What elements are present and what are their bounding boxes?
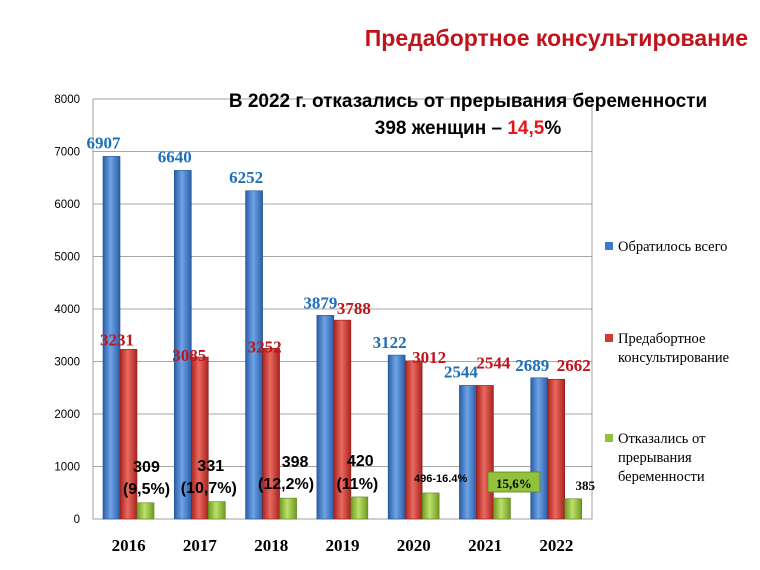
data-label-total-2017: 6640 [158, 147, 192, 166]
legend-label-refusals: беременности [618, 469, 705, 485]
y-tick-label: 6000 [54, 199, 80, 211]
data-label-refusals-2016: 309 [133, 459, 160, 476]
data-label-refusals-2018: 398 [282, 454, 309, 471]
x-tick-label: 2016 [112, 536, 146, 555]
data-label-refusals-2017-note: (10,7%) [181, 480, 237, 497]
subtitle-line-2-post: % [544, 118, 561, 139]
bar-total-2020 [387, 354, 406, 520]
y-tick-label: 4000 [54, 304, 80, 316]
y-tick-label: 8000 [54, 94, 80, 106]
data-label-total-2019: 3879 [303, 293, 337, 312]
x-tick-label: 2017 [183, 536, 218, 555]
bar-counseling-2021 [476, 385, 494, 520]
y-tick-label: 1000 [54, 462, 80, 474]
bar-refusals-2020 [421, 492, 440, 520]
bar-counseling-2017 [190, 356, 209, 520]
bar-refusals-2021 [493, 497, 511, 520]
data-label-counseling-2021: 2544 [476, 353, 511, 372]
bar-total-2017 [173, 170, 192, 520]
y-tick-label: 5000 [54, 252, 80, 264]
bar-refusals-2016 [136, 502, 155, 520]
x-tick-label: 2021 [468, 536, 502, 555]
y-tick-label: 3000 [54, 357, 80, 369]
bar-counseling-2016 [119, 349, 138, 520]
data-label-refusals-2016-note: (9,5%) [123, 481, 170, 498]
bar-refusals-2022 [564, 498, 583, 520]
legend-label-counseling: Предабортное [618, 331, 705, 347]
slide-title: Предабортное консультирование [365, 25, 748, 51]
data-label-counseling-2019: 3788 [337, 299, 371, 318]
bar-refusals-2018 [279, 497, 297, 520]
x-tick-label: 2019 [326, 536, 360, 555]
bar-counseling-2022 [547, 378, 566, 520]
y-tick-label: 2000 [54, 409, 80, 421]
x-tick-label: 2020 [397, 536, 431, 555]
bars [102, 156, 583, 520]
data-label-total-2018: 6252 [229, 168, 263, 187]
y-axis-ticks: 0 1000 2000 3000 4000 5000 6000 7000 8000 [54, 94, 80, 526]
legend: Обратилось всего Предабортное консультиров… [605, 239, 729, 485]
legend-label-refusals: прерывания [618, 450, 692, 466]
x-axis-ticks: 2016 2017 2018 2019 2020 2021 2022 [112, 536, 574, 555]
data-label-refusals-2019-note: (11%) [336, 476, 378, 493]
data-label-total-2020: 3122 [373, 333, 407, 352]
data-label-counseling-2016: 3231 [100, 330, 134, 349]
data-label-counseling-2018: 3252 [248, 337, 282, 356]
data-label-counseling-2020: 3012 [412, 348, 446, 367]
bar-counseling-2020 [404, 360, 423, 520]
legend-swatch-refusals [605, 434, 613, 442]
data-label-total-2022: 2689 [515, 356, 549, 375]
data-label-total-2021: 2544 [444, 362, 479, 381]
legend-swatch-counseling [605, 334, 613, 342]
data-label-refusals-2017: 331 [197, 458, 224, 475]
data-label-refusals-2018-note: (12,2%) [258, 476, 314, 493]
bar-total-2019 [316, 315, 335, 520]
data-label-refusals-2020: 496-16.4% [414, 473, 467, 485]
data-label-refusals-2022: 385 [575, 478, 595, 493]
subtitle-line-2-pre: 398 женщин – [375, 118, 508, 139]
legend-label-total: Обратилось всего [618, 239, 727, 255]
bar-total-2016 [102, 156, 121, 520]
y-tick-label: 0 [74, 514, 80, 526]
bar-counseling-2018 [262, 347, 280, 520]
bar-counseling-2019 [333, 319, 352, 520]
subtitle-line-2-highlight: 14,5 [507, 118, 544, 139]
bar-refusals-2017 [207, 501, 226, 520]
data-label-total-2016: 6907 [87, 133, 122, 152]
data-label-refusals-2019: 420 [347, 453, 374, 470]
subtitle: В 2022 г. отказались от прерывания берем… [229, 91, 707, 139]
legend-swatch-total [605, 242, 613, 250]
x-tick-label: 2018 [254, 536, 288, 555]
data-label-counseling-2022: 2662 [557, 356, 591, 375]
bar-total-2022 [530, 377, 549, 520]
data-label-counseling-2017: 3085 [172, 346, 206, 365]
legend-label-counseling: консультирование [618, 350, 729, 366]
data-label-refusals-2021-box [487, 471, 541, 493]
bar-total-2021 [459, 385, 477, 520]
data-label-refusals-2021: 15,6% [496, 476, 532, 491]
bar-refusals-2019 [350, 496, 369, 520]
x-tick-label: 2022 [539, 536, 573, 555]
y-tick-label: 7000 [54, 147, 80, 159]
legend-label-refusals: Отказались от [618, 431, 706, 447]
subtitle-line-1: В 2022 г. отказались от прерывания берем… [229, 91, 707, 112]
subtitle-line-2: 398 женщин – 14,5% [375, 118, 562, 139]
